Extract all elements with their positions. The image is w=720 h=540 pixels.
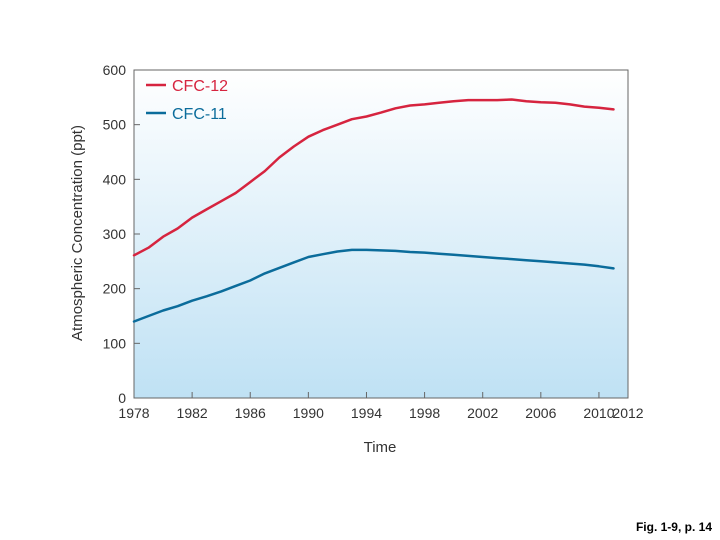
x-tick-label: 1994 bbox=[351, 405, 382, 421]
legend-label-cfc-11: CFC-11 bbox=[172, 106, 227, 123]
y-tick-label: 400 bbox=[103, 171, 127, 187]
plot-area bbox=[133, 69, 629, 399]
x-tick-label: 1978 bbox=[118, 405, 149, 421]
x-tick-label: 2010 bbox=[583, 405, 614, 421]
x-tick-label: 1982 bbox=[177, 405, 208, 421]
figure-caption: Fig. 1-9, p. 14 bbox=[635, 520, 712, 534]
x-tick-label: 2006 bbox=[525, 405, 556, 421]
y-tick-label: 600 bbox=[103, 62, 127, 78]
y-tick-label: 0 bbox=[118, 390, 126, 406]
x-tick-label: 1998 bbox=[409, 405, 440, 421]
y-axis-label: Atmospheric Concentration (ppt) bbox=[69, 125, 86, 341]
legend-label-cfc-12: CFC-12 bbox=[172, 78, 228, 95]
y-tick-label: 500 bbox=[103, 117, 127, 133]
series-line-cfc-11 bbox=[132, 248, 615, 323]
legend: CFC-12 CFC-11 bbox=[146, 78, 228, 123]
y-tick-label: 300 bbox=[103, 226, 127, 242]
series-layer bbox=[132, 98, 615, 323]
x-axis-label: Time bbox=[364, 439, 397, 456]
x-tick-label: 1986 bbox=[235, 405, 266, 421]
series-line-cfc-12 bbox=[132, 98, 615, 257]
y-tick-label: 200 bbox=[103, 281, 127, 297]
y-tick-label: 100 bbox=[103, 335, 127, 351]
x-tick-label: 1990 bbox=[293, 405, 324, 421]
x-tick-label: 2002 bbox=[467, 405, 498, 421]
y-axis-ticks: 0 100 200 300 400 500 600 bbox=[103, 62, 140, 406]
x-tick-label: 2012 bbox=[612, 405, 643, 421]
